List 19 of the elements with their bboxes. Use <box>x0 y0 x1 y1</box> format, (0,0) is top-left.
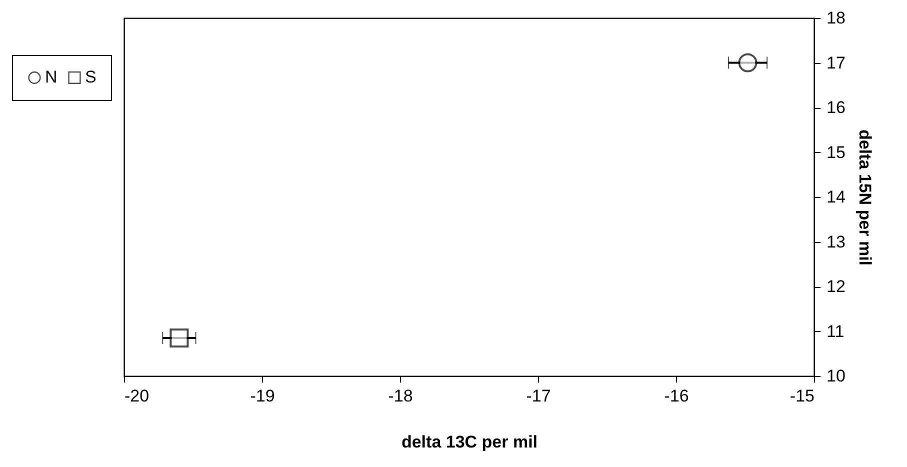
y-tick-label: 11 <box>826 322 844 341</box>
x-tick-label: -18 <box>388 386 413 406</box>
y-tick-label: 16 <box>826 98 846 117</box>
y-axis-title: delta 15N per mil <box>855 129 874 266</box>
y-tick-label: 14 <box>826 188 846 206</box>
x-tick-label: -16 <box>664 386 689 406</box>
x-tick-label: -15 <box>790 386 814 406</box>
y-tick-label: 18 <box>826 8 846 28</box>
x-tick-label: -19 <box>250 386 275 406</box>
x-tick-label: -17 <box>526 386 551 406</box>
y-tick-label: 13 <box>826 232 846 252</box>
y-tick-label: 12 <box>826 277 846 296</box>
y-tick-label: 17 <box>826 53 846 72</box>
y-tick-label: 10 <box>826 366 846 386</box>
legend-label: S <box>85 68 96 87</box>
x-tick-label: -20 <box>124 386 150 406</box>
y-tick-label: 15 <box>826 142 846 162</box>
legend-label: N <box>45 68 58 87</box>
x-axis-title: delta 13C per mil <box>401 432 538 452</box>
